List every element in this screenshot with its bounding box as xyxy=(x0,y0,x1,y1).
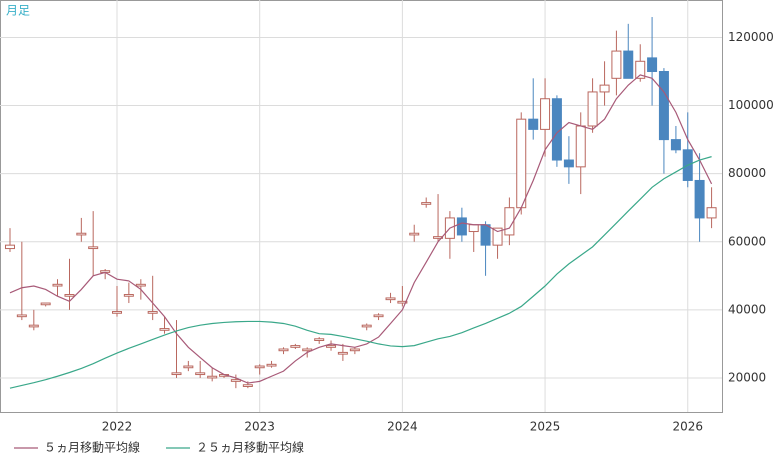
candle-body xyxy=(706,207,717,219)
ma-line xyxy=(9,156,712,389)
candle-body xyxy=(409,232,420,236)
candle-body xyxy=(421,202,432,205)
candle-body xyxy=(16,314,27,318)
candle-body xyxy=(159,328,170,331)
candle-body xyxy=(326,345,337,348)
candle-body xyxy=(611,50,622,79)
candle-body xyxy=(397,300,408,304)
y-tick-label: 20000 xyxy=(728,370,766,384)
candle-body xyxy=(492,227,503,246)
legend-label: ５ヵ月移動平均線 xyxy=(44,440,140,455)
candle-body xyxy=(314,338,325,341)
x-tick-label: 2023 xyxy=(244,420,275,434)
candle-body xyxy=(599,84,610,93)
y-tick-label: 40000 xyxy=(728,302,766,316)
plot-area xyxy=(0,0,723,413)
y-tick-label: 100000 xyxy=(728,98,774,112)
candle-body xyxy=(254,365,265,369)
candle-body xyxy=(670,139,681,151)
candle-body xyxy=(373,314,384,318)
candle-body xyxy=(337,351,348,355)
candle-body xyxy=(64,294,75,297)
candle-body xyxy=(658,71,669,141)
candle-body xyxy=(135,283,146,287)
y-tick-label: 80000 xyxy=(728,166,766,180)
x-tick-label: 2022 xyxy=(102,420,133,434)
candle-body xyxy=(242,384,253,387)
candle-body xyxy=(112,311,123,314)
candle-body xyxy=(88,246,99,250)
candle-body xyxy=(349,348,360,352)
candle-body xyxy=(52,283,63,287)
y-tick-label: 120000 xyxy=(728,30,774,44)
candle-body xyxy=(207,375,218,379)
candle-body xyxy=(694,179,705,219)
candle-body xyxy=(266,363,277,367)
chart-title: 月足 xyxy=(6,4,30,18)
x-tick-label: 2025 xyxy=(530,420,561,434)
candle-body xyxy=(575,125,586,168)
candle-body xyxy=(647,57,658,73)
candle-body xyxy=(504,207,515,236)
candle-body xyxy=(540,98,551,130)
candle-body xyxy=(290,345,301,348)
candle-body xyxy=(147,311,158,314)
candle-body xyxy=(433,236,444,239)
candle-body xyxy=(123,294,134,297)
candle-body xyxy=(480,224,491,246)
candle-body xyxy=(456,217,467,236)
y-tick-label: 60000 xyxy=(728,234,766,248)
candle-body xyxy=(516,118,527,209)
candle-body xyxy=(171,372,182,376)
candle-body xyxy=(385,297,396,301)
candle-body xyxy=(4,244,15,250)
candle-body xyxy=(278,348,289,352)
candle-body xyxy=(468,224,479,233)
x-tick-label: 2024 xyxy=(387,420,418,434)
candle-body xyxy=(195,372,206,376)
candle-body xyxy=(183,365,194,369)
legend-label: ２５ヵ月移動平均線 xyxy=(196,440,304,455)
candle-body xyxy=(528,118,539,130)
ma-line xyxy=(9,74,713,384)
x-tick-label: 2026 xyxy=(672,420,703,434)
candle-body xyxy=(28,324,39,328)
candle-body xyxy=(361,324,372,328)
candle-body xyxy=(76,232,87,236)
candle-body xyxy=(40,302,51,306)
candle-body xyxy=(635,60,646,79)
candle-body xyxy=(563,159,574,168)
candle-body xyxy=(587,91,598,127)
candle-body xyxy=(623,50,634,79)
